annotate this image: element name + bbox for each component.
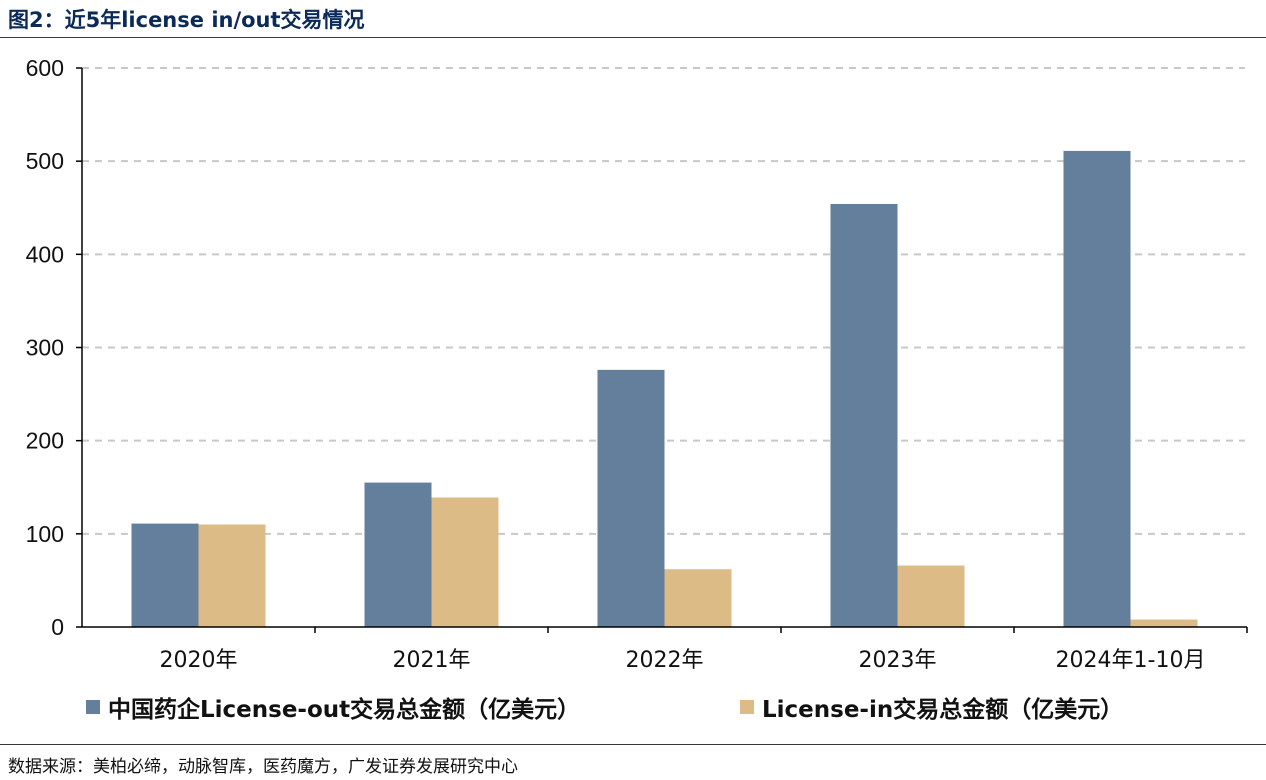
bar-license-in (198, 524, 266, 627)
legend-swatch-out (86, 700, 100, 714)
bar-license-in (664, 569, 732, 627)
x-tick-label: 2022年 (626, 648, 704, 673)
legend-swatch-in (740, 700, 754, 714)
x-tick-label: 2020年 (160, 648, 238, 673)
legend-label-out: 中国药企License-out交易总金额（亿美元） (108, 697, 581, 723)
y-tick-label: 300 (26, 335, 64, 361)
bar-license-out (364, 482, 432, 627)
bar-license-out (597, 369, 665, 627)
bar-license-in (1130, 619, 1198, 627)
legend-label-in: License-in交易总金额（亿美元） (762, 697, 1124, 723)
y-tick-label: 0 (51, 614, 64, 640)
legend-item-in: License-in交易总金额（亿美元） (740, 690, 1123, 724)
y-tick-label: 100 (26, 521, 64, 547)
bars (131, 150, 1198, 628)
figure-title: 图2：近5年license in/out交易情况 (8, 8, 365, 32)
x-tick-label: 2024年1-10月 (1056, 648, 1206, 673)
legend-item-out: 中国药企License-out交易总金额（亿美元） (86, 690, 580, 724)
bar-license-out (131, 523, 199, 627)
bar-chart: 0 100 200 300 400 500 600 2020年 2021年 2022年 2023年 2… (26, 55, 1248, 673)
axes (76, 67, 1248, 633)
bar-license-in (431, 497, 499, 627)
y-tick-label: 500 (26, 148, 64, 174)
bar-license-out (830, 204, 898, 628)
y-tick-label: 600 (26, 55, 64, 81)
bar-license-in (897, 565, 965, 627)
bottom-divider (0, 744, 1266, 745)
top-divider (0, 37, 1266, 38)
y-tick-label: 400 (26, 241, 64, 267)
source-note: 数据来源：美柏必缔，动脉智库，医药魔方，广发证券发展研究中心 (8, 757, 518, 777)
x-tick-label: 2021年 (393, 648, 471, 673)
bar-license-out (1063, 150, 1131, 627)
y-tick-label: 200 (26, 428, 64, 454)
x-tick-label: 2023年 (859, 648, 937, 673)
legend: 中国药企License-out交易总金额（亿美元） License-in交易总金… (0, 690, 1266, 730)
tick-labels: 0 100 200 300 400 500 600 2020年 2021年 2022年 2023年 2… (26, 55, 1206, 673)
